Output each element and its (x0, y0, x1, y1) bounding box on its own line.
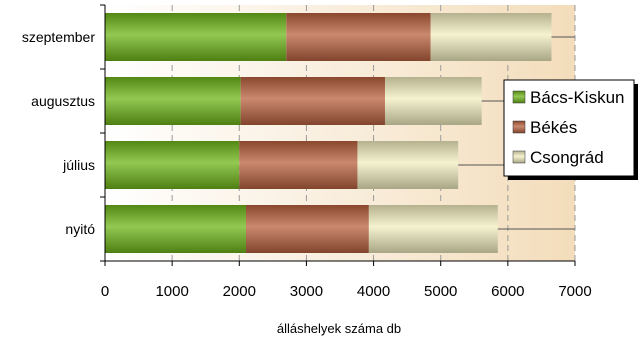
x-tick-label: 1000 (155, 283, 188, 300)
bar-2-0 (430, 13, 552, 61)
bar-2-1 (384, 77, 482, 125)
bar-0-1 (105, 77, 241, 125)
bar-0-0 (105, 13, 287, 61)
legend-swatch (512, 150, 526, 164)
x-tick-label: 6000 (491, 283, 524, 300)
bar-2-2 (357, 141, 459, 189)
category-label: nyitó (65, 221, 95, 237)
x-tick-label: 7000 (558, 283, 591, 300)
category-label: július (62, 157, 95, 173)
legend: Bács-Kiskun Békés Csongrád (503, 79, 638, 180)
bar-1-2 (239, 141, 358, 189)
bars (105, 13, 575, 253)
legend-label: Békés (530, 118, 577, 137)
x-tick-label: 3000 (290, 283, 323, 300)
bar-0-3 (105, 205, 246, 253)
x-tick-label: 2000 (223, 283, 256, 300)
bar-2-3 (368, 205, 498, 253)
x-axis-title: álláshelyek száma db (277, 321, 401, 336)
x-tick-label: 4000 (357, 283, 390, 300)
legend-swatch (512, 90, 526, 104)
legend-label: Bács-Kiskun (530, 88, 624, 107)
category-label: augusztus (31, 93, 95, 109)
legend-swatch (512, 120, 526, 134)
bar-1-3 (246, 205, 369, 253)
x-tick-label: 5000 (424, 283, 457, 300)
legend-box (503, 79, 635, 177)
x-tick-label: 0 (101, 283, 109, 300)
axes: szeptember augusztus július nyitó 0 1000 2000 3… (22, 4, 592, 300)
category-label: szeptember (22, 29, 95, 45)
legend-label: Csongrád (530, 148, 604, 167)
bar-1-1 (240, 77, 385, 125)
bar-1-0 (286, 13, 431, 61)
bar-0-2 (105, 141, 240, 189)
